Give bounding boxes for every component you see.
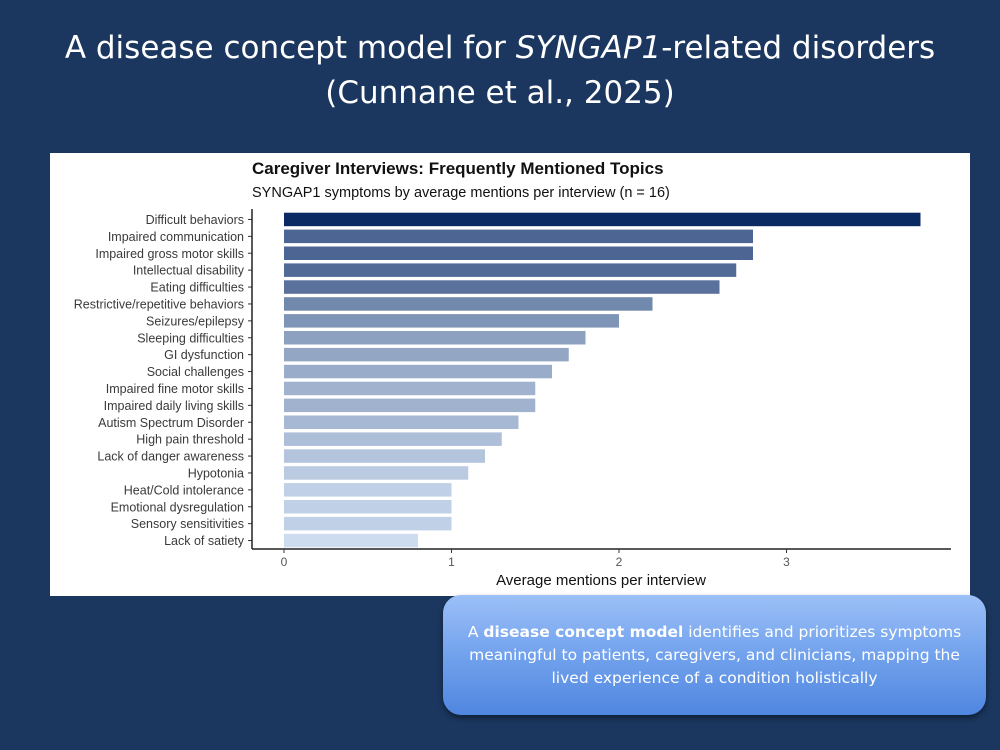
category-label: Difficult behaviors xyxy=(146,213,244,227)
category-label: Impaired gross motor skills xyxy=(95,247,244,261)
category-label: Restrictive/repetitive behaviors xyxy=(74,297,244,311)
callout-text: A disease concept model identifies and p… xyxy=(467,622,962,687)
x-tick-label: 2 xyxy=(616,555,623,569)
bar xyxy=(284,432,502,446)
x-tick-label: 3 xyxy=(783,555,790,569)
bar xyxy=(284,314,619,328)
gene-name: SYNGAP1 xyxy=(515,30,662,66)
slide-title: A disease concept model for SYNGAP1-rela… xyxy=(0,26,1000,116)
bar xyxy=(284,331,586,345)
x-tick-label: 1 xyxy=(448,555,455,569)
bar xyxy=(284,364,552,379)
slide-title-citation: (Cunnane et al., 2025) xyxy=(325,75,675,111)
category-label: Sleeping difficulties xyxy=(137,331,244,345)
bar xyxy=(284,280,720,294)
bar xyxy=(284,229,753,244)
callout-bold-term: disease concept model xyxy=(483,622,684,641)
category-label: Impaired daily living skills xyxy=(104,399,244,413)
x-axis-label: Average mentions per interview xyxy=(496,572,706,589)
x-axis: 0 1 2 3 xyxy=(251,209,951,569)
bars-group xyxy=(284,212,921,548)
bar xyxy=(284,263,737,277)
category-label: Intellectual disability xyxy=(133,264,245,278)
bar xyxy=(284,381,536,396)
category-label: Seizures/epilepsy xyxy=(146,314,245,328)
bar xyxy=(284,516,452,531)
slide-title-line1: A disease concept model for SYNGAP1-rela… xyxy=(64,30,936,66)
bar xyxy=(284,297,653,311)
category-label: Lack of danger awareness xyxy=(97,450,244,464)
x-tick-label: 0 xyxy=(281,555,288,569)
definition-callout: A disease concept model identifies and p… xyxy=(443,595,986,715)
bar xyxy=(284,398,536,413)
chart-subtitle: SYNGAP1 symptoms by average mentions per… xyxy=(252,185,670,201)
chart-panel: Caregiver Interviews: Frequently Mention… xyxy=(50,153,970,596)
category-label: Impaired communication xyxy=(108,230,244,244)
bar xyxy=(284,415,519,429)
bar-chart: Caregiver Interviews: Frequently Mention… xyxy=(74,159,951,589)
category-label: Hypotonia xyxy=(188,466,244,480)
bar xyxy=(284,483,452,497)
category-label: Eating difficulties xyxy=(150,281,244,295)
category-label: Lack of satiety xyxy=(164,534,245,548)
category-label: Sensory sensitivities xyxy=(131,517,244,531)
bar xyxy=(284,500,452,514)
bar xyxy=(284,449,485,463)
bar xyxy=(284,246,753,260)
category-label: Heat/Cold intolerance xyxy=(124,483,244,497)
chart-title: Caregiver Interviews: Frequently Mention… xyxy=(252,159,664,178)
bar xyxy=(284,212,921,227)
bar xyxy=(284,466,469,480)
category-label: Autism Spectrum Disorder xyxy=(98,416,244,430)
bar xyxy=(284,347,569,362)
category-label: Social challenges xyxy=(147,365,244,379)
category-label: Impaired fine motor skills xyxy=(106,382,244,396)
category-label: GI dysfunction xyxy=(164,348,244,362)
category-label: Emotional dysregulation xyxy=(111,500,244,514)
category-labels: Difficult behaviors Impaired communicatio… xyxy=(74,213,252,548)
bar xyxy=(284,533,418,548)
category-label: High pain threshold xyxy=(136,433,244,447)
